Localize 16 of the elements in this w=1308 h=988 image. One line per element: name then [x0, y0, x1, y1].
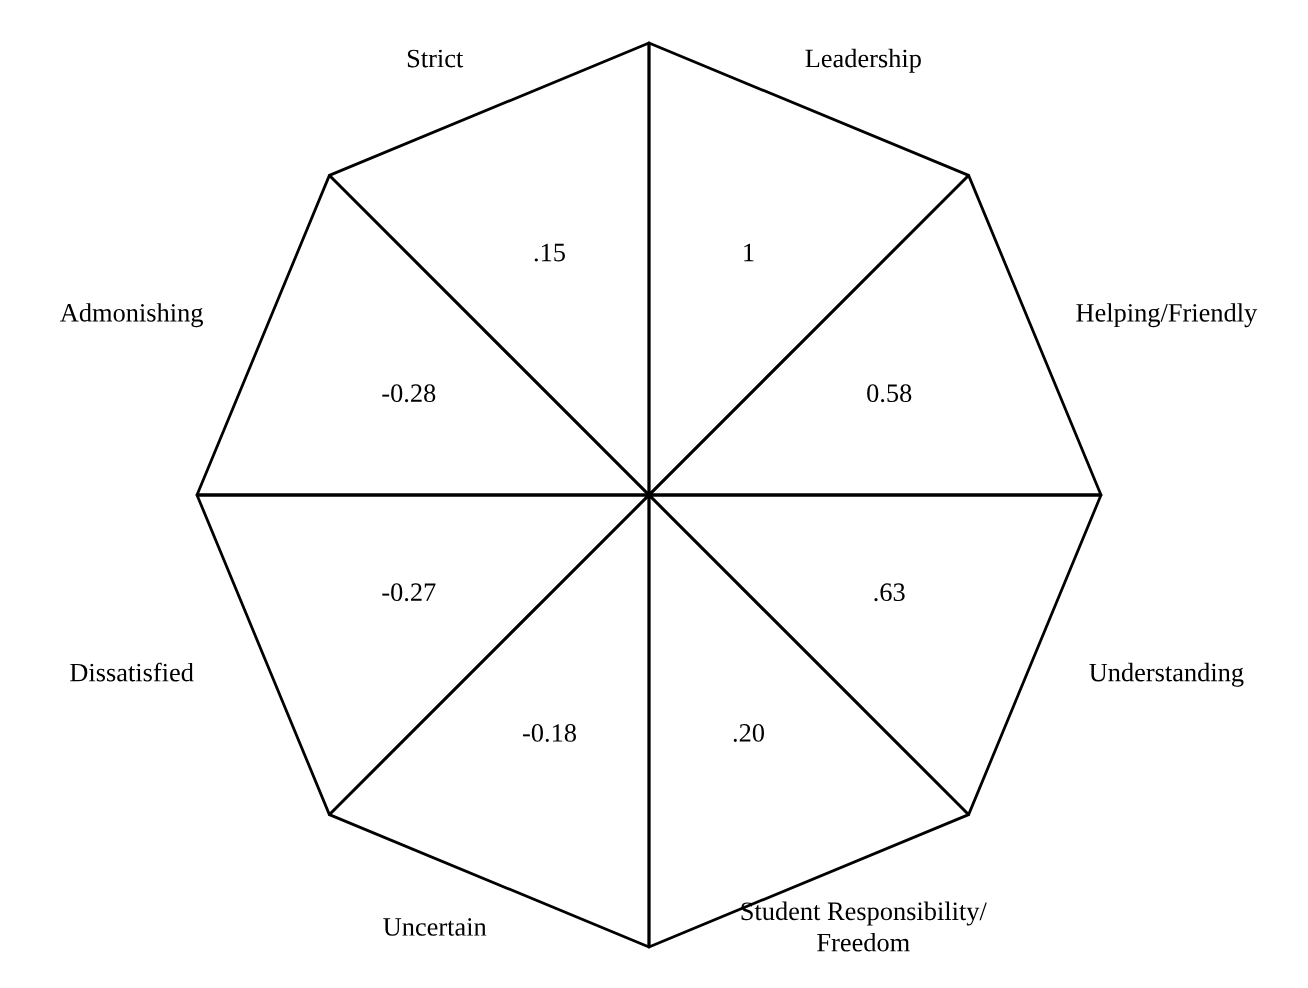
data-label: 1 — [744, 243, 754, 262]
category-label: Helping/Friendly — [1076, 303, 1258, 328]
data-label: .20 — [733, 724, 764, 742]
category-label: Uncertain — [383, 918, 487, 936]
data-label: -0.27 — [382, 583, 436, 602]
category-label: Leadership — [805, 48, 921, 73]
data-label: -0.28 — [382, 384, 436, 403]
data-label: 0.58 — [867, 384, 912, 403]
category-label: Student Responsibility/ Freedom — [741, 901, 987, 952]
category-label: Admonishing — [60, 303, 203, 328]
category-label: Strict — [407, 49, 464, 68]
data-label: .15 — [534, 243, 565, 262]
data-label: -0.18 — [523, 724, 576, 742]
category-label: Dissatisfied — [70, 662, 194, 682]
category-label: Understanding — [1089, 662, 1244, 687]
data-label: .63 — [874, 583, 905, 602]
